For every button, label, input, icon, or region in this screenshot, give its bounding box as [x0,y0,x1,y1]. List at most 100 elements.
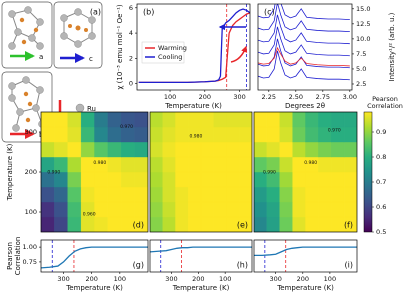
heatmap-cell [121,186,135,203]
heatmap-cell [200,156,214,173]
heatmap-cell [213,201,227,218]
heatmap-cell [188,112,202,128]
x-tick-label: 100 [324,275,336,283]
heatmap-cell [331,141,345,158]
heatmap-cell [134,186,148,203]
y-tick-label: 7.5 [356,50,366,58]
heatmap-cell [107,156,122,173]
x-tick-label: 2.25 [262,93,276,101]
x-tick-label: 2.50 [289,93,303,101]
colorbar-tick-label: 0.6 [376,203,386,211]
contour-label: 0.980 [189,134,202,140]
plot-area [150,240,252,272]
heatmap-cell [134,141,148,158]
heatmap-cell [331,171,345,188]
heatmap-cell [213,126,227,143]
heatmap-cell [226,171,240,188]
plot-frame [40,239,149,273]
plot-background [254,240,357,272]
warming-arrow [230,45,248,63]
panel-label: (e) [237,221,248,230]
heatmap-cell [67,141,82,158]
heatmap-cell [80,141,95,158]
heatmap-cell [188,156,202,173]
ru-atoms [8,6,96,132]
plot-frame [149,239,253,273]
colorbar-tick-label: 0.8 [376,153,386,161]
heatmap-cell [188,201,202,218]
axis-name: c [89,55,93,63]
heatmap-cell [175,112,189,128]
y-tick-label: 12.5 [356,20,370,28]
heatmap-cell [121,171,135,188]
y-tick-label: 300 [25,128,37,136]
heatmap-cell [200,141,214,158]
y-tick-label: 100 [25,208,37,216]
x-tick-label: 2.75 [316,93,330,101]
heatmap-cell [162,112,176,128]
contour-label: 0.970 [120,124,133,130]
heatmap-cell [226,126,240,143]
colorbar-title: Pearson [372,95,398,103]
panel-label: (h) [237,261,248,270]
heatmap-cell [54,141,68,158]
heatmap-cell [175,156,189,173]
heatmap-cell [266,216,280,232]
heatmap-cell [279,141,293,158]
heatmap-cell [67,112,82,128]
x-axis-title: Degrees 2θ [285,102,325,110]
data-line [258,26,350,57]
panel-label: (c) [264,8,275,17]
heatmap-cell [200,186,214,203]
heatmap-cell [80,186,95,203]
heatmap-cell [107,171,122,188]
heatmap-cell [67,156,82,173]
heatmap-cell [200,112,214,128]
heatmap-cell [213,216,227,232]
heatmap-cell [162,186,176,203]
data-line [258,46,350,67]
heatmap-cell [150,216,163,232]
panel-label: (a) [90,8,101,17]
x-axis-title: Temperature (K) [172,284,230,292]
heatmap-cell [239,126,252,143]
plot-frame [253,239,358,273]
heatmap-cell [292,112,306,128]
y-tick-label: 2 [129,54,133,62]
x-tick-label: 200 [192,275,204,283]
heatmap-cell [254,141,268,158]
heatmap-cell [305,141,319,158]
y-axis-title: Pearson [6,242,14,270]
heatmap-cell [305,171,319,188]
plot-area [254,240,357,272]
heatmap-cell [318,141,332,158]
heatmap-cell [305,112,319,128]
x-tick-label: 200 [85,275,97,283]
contour-label: 0.990 [263,170,276,176]
colorbar-tick-label: 0.9 [376,128,386,136]
data-line [258,14,350,45]
x-tick-label: 100 [219,275,231,283]
heatmap-cell [41,201,55,218]
heatmap-cell [343,171,357,188]
heatmap-cell [175,141,189,158]
plot-area [150,112,252,232]
heatmap-cell [343,126,357,143]
heatmap-cell [54,112,68,128]
panel-label: (b) [143,8,154,17]
heatmap-cell [239,186,252,203]
data-line [41,246,148,269]
heatmap-cell [94,112,109,128]
heatmap-cell [54,216,68,232]
plot-area [254,112,357,232]
legend-label: Warming [158,44,187,52]
heatmap-cell [67,201,82,218]
heatmap-cell [188,141,202,158]
x-tick-label: 300 [233,93,245,101]
heatmap-cell [239,156,252,173]
y-tick-label: 0.75 [23,258,37,266]
panel-label: (f) [344,221,353,230]
heatmap-cell [162,126,176,143]
heatmap-cell [67,216,82,232]
